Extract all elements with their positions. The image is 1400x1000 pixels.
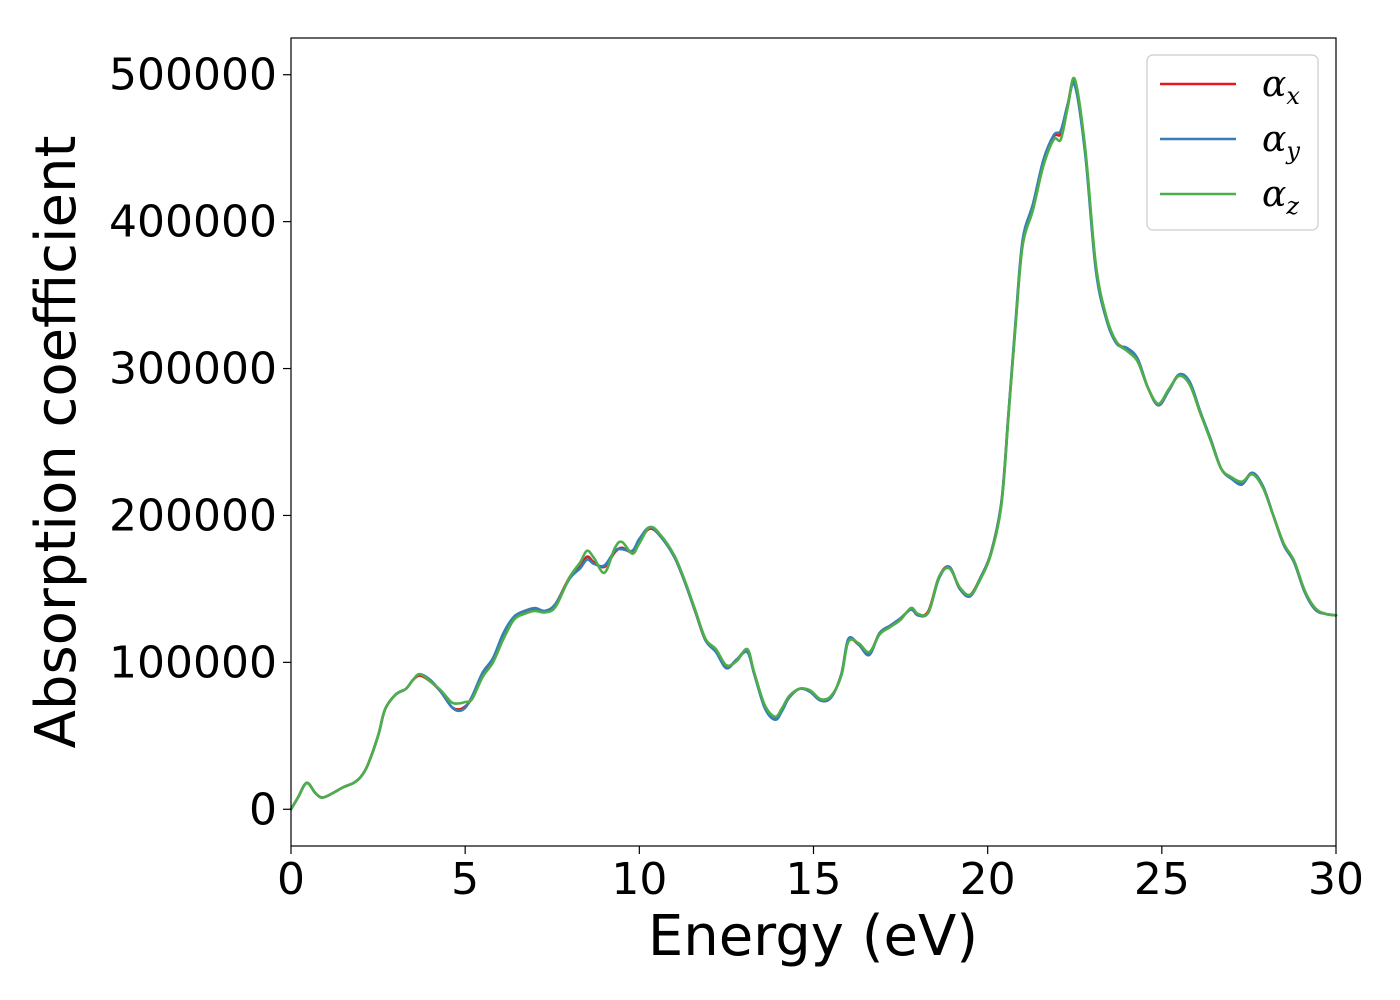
y-tick-label: 500000	[109, 50, 277, 101]
x-tick-label: 10	[611, 854, 667, 905]
y-tick-label: 400000	[109, 197, 277, 248]
x-axis-title: Energy (eV)	[648, 904, 978, 969]
legend-label: αy	[1262, 119, 1300, 165]
legend-label: αz	[1262, 174, 1299, 220]
y-tick-label: 200000	[109, 490, 277, 541]
y-tick-label: 300000	[109, 344, 277, 395]
x-tick-label: 20	[960, 854, 1016, 905]
x-tick-label: 30	[1308, 854, 1364, 905]
y-axis-title: Absorption coefficient	[24, 136, 89, 749]
y-tick-label: 0	[249, 784, 277, 835]
x-axis-ticks: 0 5 10 15 20 25 30	[277, 846, 1364, 905]
legend: αx αy αz	[1146, 54, 1319, 231]
series-line-z	[289, 76, 1338, 811]
plot-lines	[289, 76, 1338, 811]
x-tick-label: 0	[277, 854, 305, 905]
x-tick-label: 15	[786, 854, 842, 905]
x-tick-label: 25	[1134, 854, 1190, 905]
y-axis-ticks: 0 100000 200000 300000 400000 500000	[109, 50, 291, 835]
legend-label: αx	[1262, 64, 1300, 110]
x-tick-label: 5	[451, 854, 479, 905]
y-tick-label: 100000	[109, 637, 277, 688]
legend-box	[1146, 54, 1319, 231]
